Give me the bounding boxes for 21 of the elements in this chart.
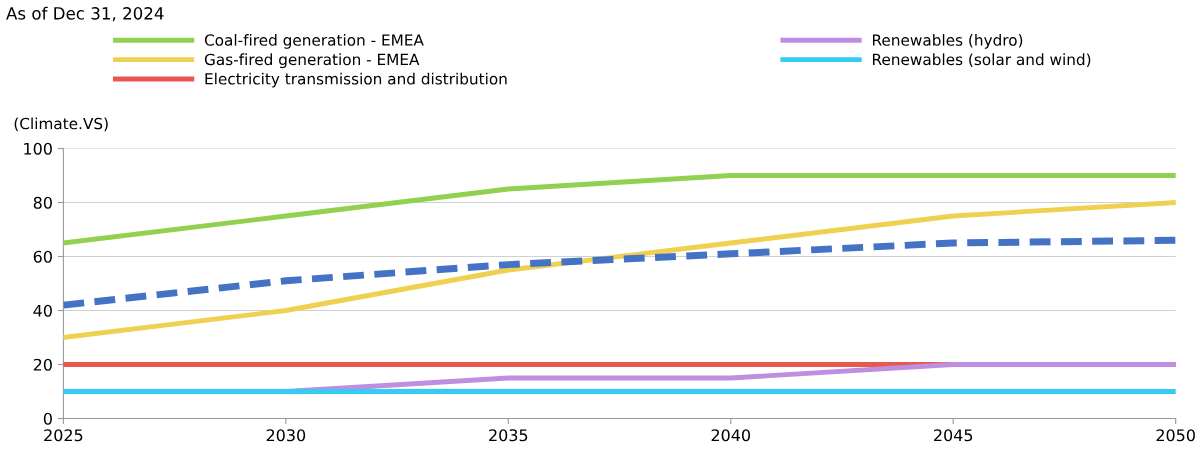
legend-label: Renewables (hydro) — [872, 34, 1023, 49]
legend-label: Renewables (solar and wind) — [872, 53, 1091, 67]
y-axis-title: (Climate.VS) — [14, 117, 108, 132]
x-tick-label: 2030 — [266, 429, 306, 442]
y-tick-label: 0 — [43, 412, 52, 425]
x-tick-label: 2035 — [489, 429, 528, 442]
y-tick-label: 60 — [33, 250, 52, 263]
y-tick-label: 20 — [33, 358, 52, 371]
legend-label: Coal-fired generation - EMEA — [204, 34, 424, 49]
x-tick-label: 2050 — [1156, 429, 1195, 442]
line-series — [63, 200, 1176, 340]
chart-title: As of Dec 31, 2024 — [6, 6, 164, 22]
y-tick-label: 80 — [33, 196, 52, 209]
line-series — [63, 173, 1176, 246]
x-tick-label: 2025 — [44, 429, 83, 442]
legend-label: Gas-fired generation - EMEA — [204, 53, 420, 69]
x-tick-label: 2040 — [711, 429, 751, 442]
y-tick-label: 100 — [24, 142, 52, 155]
legend-label: Electricity transmission and distribution — [205, 72, 507, 88]
y-tick-label: 40 — [33, 304, 52, 317]
x-tick-label: 2045 — [934, 429, 973, 442]
